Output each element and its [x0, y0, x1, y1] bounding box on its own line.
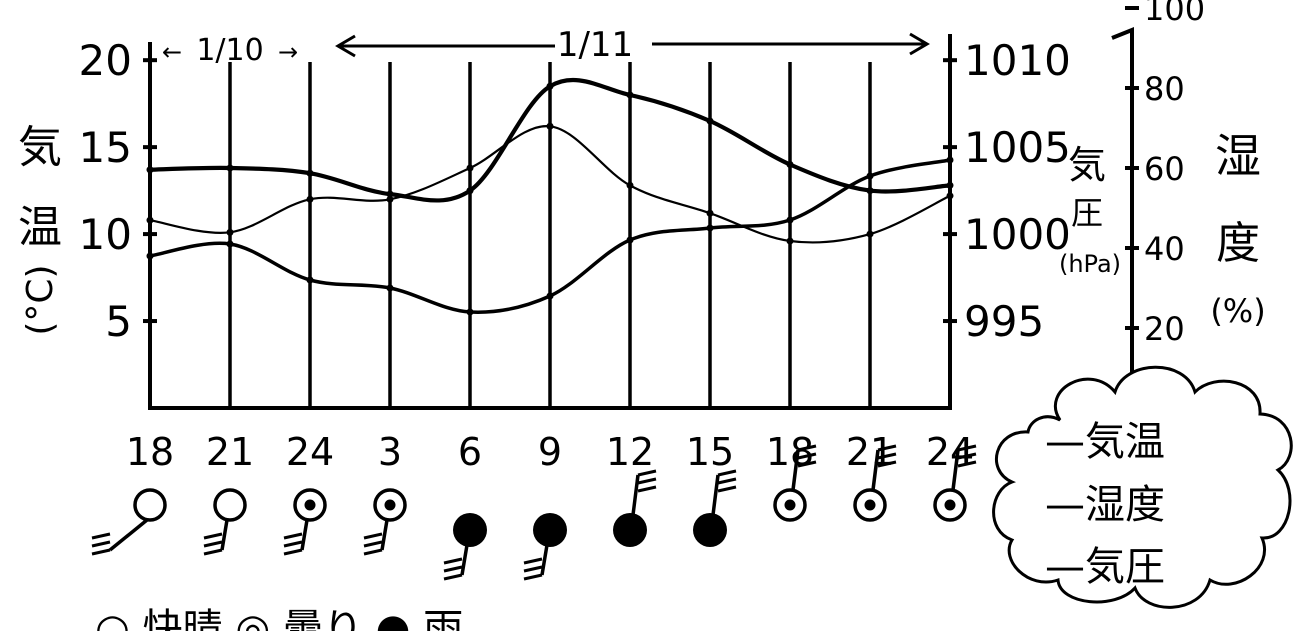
temperature-point: [306, 195, 314, 203]
weather-symbol-cloudy: [853, 444, 897, 522]
humidity-point: [306, 276, 314, 284]
x-tick-label: 12: [606, 430, 654, 474]
pressure-point: [786, 161, 794, 169]
pressure-axis-unit: (hPa): [1059, 250, 1121, 278]
pressure-tick-label: 1010: [964, 36, 1071, 85]
weather-symbol-cloudy: [363, 488, 407, 556]
arrow-left-1: ←: [162, 38, 182, 66]
weather-symbol-rain: [693, 469, 737, 547]
legend: —気温 —湿度 —気圧: [992, 365, 1293, 609]
pressure-point: [466, 187, 474, 195]
x-tick-label: 24: [286, 430, 334, 474]
humidity-point: [946, 156, 954, 164]
x-tick-label: 18: [766, 430, 814, 474]
humidity-point: [546, 292, 554, 300]
humidity-tick-label: 20: [1144, 310, 1185, 348]
temp-axis-title-char-1: 気: [18, 122, 62, 173]
x-tick-label: 9: [538, 430, 562, 474]
pressure-tick-label: 1000: [964, 210, 1071, 259]
humidity-axis-title-char-2: 度: [1216, 218, 1260, 269]
pressure-axis-title-char-2: 圧: [1071, 194, 1103, 232]
pressure-tick-label: 1005: [964, 123, 1071, 172]
temperature-point: [706, 209, 714, 217]
x-tick-label: 15: [686, 430, 734, 474]
weather-symbol-rain: [443, 513, 487, 581]
pressure-point: [386, 190, 394, 198]
humidity-tick-label: 60: [1144, 150, 1185, 188]
humidity-point: [786, 216, 794, 224]
humidity-axis-unit: (%): [1210, 292, 1265, 330]
humidity-point: [386, 284, 394, 292]
humidity-point: [706, 224, 714, 232]
legend-item-humidity: —湿度: [1045, 482, 1165, 528]
x-tick-label: 6: [458, 430, 482, 474]
pressure-point: [546, 82, 554, 90]
date-arrowhead-right: [909, 32, 930, 56]
weather-symbol-note: ○ 快晴 ◎ 曇り ● 雨: [95, 606, 463, 631]
x-tick-label: 21: [846, 430, 894, 474]
temperature-point: [866, 230, 874, 238]
pressure-point: [866, 187, 874, 195]
legend-item-temp: —気温: [1045, 419, 1165, 465]
legend-item-pressure: —気圧: [1045, 544, 1165, 590]
pressure-point: [626, 91, 634, 99]
temp-tick-label: 15: [79, 123, 132, 172]
weather-symbol-rain: [523, 513, 567, 581]
humidity-point: [226, 240, 234, 248]
weather-symbol-rain: [613, 469, 657, 547]
weather-symbol-cloudy: [283, 488, 327, 556]
pressure-point: [146, 166, 154, 174]
temperature-point: [146, 216, 154, 224]
humidity-point: [866, 172, 874, 180]
x-tick-label: 21: [206, 430, 254, 474]
date-arrowhead-left: [335, 34, 356, 58]
weather-symbol-cloudy: [773, 444, 817, 522]
temperature-point: [546, 122, 554, 130]
humidity-point: [466, 308, 474, 316]
pressure-axis-title-char-1: 気: [1068, 143, 1106, 187]
x-tick-label: 3: [378, 430, 402, 474]
temperature-point: [386, 195, 394, 203]
humidity-point: [146, 252, 154, 260]
temp-tick-label: 20: [79, 36, 132, 85]
humidity-point: [626, 236, 634, 244]
weather-symbol-clear: [203, 488, 247, 556]
pressure-point: [306, 169, 314, 177]
legend-cloud-outline: [992, 365, 1293, 609]
temperature-point: [626, 181, 634, 189]
weather-symbol-clear: [91, 488, 167, 556]
temperature-point: [946, 192, 954, 200]
x-tick-label: 18: [126, 430, 174, 474]
pressure-point: [946, 181, 954, 189]
pressure-point: [706, 117, 714, 125]
x-tick-label: 24: [926, 430, 974, 474]
arrow-right-1: →: [278, 38, 298, 66]
temperature-point: [226, 228, 234, 236]
pressure-tick-label: 995: [964, 297, 1044, 346]
humidity-tick-label: 80: [1144, 70, 1185, 108]
humidity-tick-label: 40: [1144, 230, 1185, 268]
humidity-tick-label: 100: [1144, 0, 1205, 28]
temp-axis-title-char-2: 温: [18, 202, 62, 253]
humidity-axis-line: [1111, 27, 1134, 396]
humidity-axis-title-char-1: 湿: [1215, 129, 1261, 183]
date-label-2: 1/11: [557, 25, 633, 65]
temp-tick-label: 5: [105, 297, 132, 346]
weather-symbol-cloudy: [933, 444, 977, 522]
temp-axis-unit: (°C): [20, 264, 61, 335]
pressure-point: [226, 164, 234, 172]
temperature-point: [786, 237, 794, 245]
temperature-point: [466, 164, 474, 172]
temp-tick-label: 10: [79, 210, 132, 259]
